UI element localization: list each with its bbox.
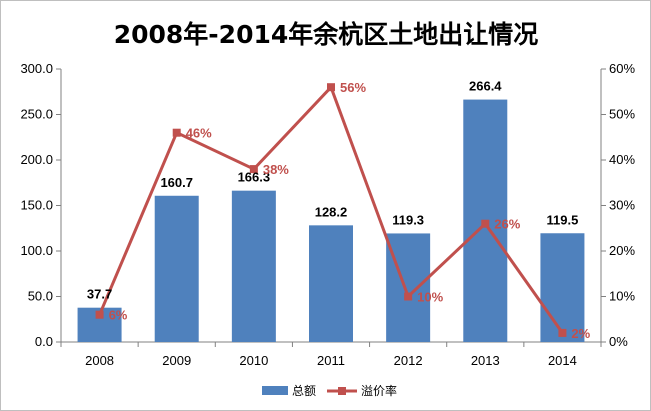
rate-data-label: 56% <box>340 80 366 95</box>
bar-data-label: 37.7 <box>87 287 112 302</box>
rate-data-label: 26% <box>494 217 520 232</box>
rate-data-label: 10% <box>417 290 443 305</box>
rate-marker <box>327 83 335 92</box>
bar <box>540 233 585 342</box>
x-axis-tick-label: 2014 <box>548 353 577 368</box>
left-axis-tick-label: 0.0 <box>35 334 53 349</box>
bar-data-label: 166.3 <box>238 170 271 185</box>
x-axis-tick-label: 2008 <box>85 353 114 368</box>
bar-data-label: 266.4 <box>469 79 502 94</box>
bar-data-label: 119.3 <box>392 212 424 227</box>
x-axis-tick-label: 2013 <box>471 353 500 368</box>
left-axis-tick-label: 50.0 <box>28 289 53 304</box>
x-axis-tick-label: 2010 <box>239 353 268 368</box>
bar <box>154 195 199 342</box>
rate-marker <box>481 219 490 228</box>
rate-marker <box>172 128 181 137</box>
legend: 总额 溢价率 <box>262 383 397 398</box>
bar <box>309 225 353 342</box>
bar <box>231 190 276 342</box>
bar-data-label: 160.7 <box>160 175 193 190</box>
rate-data-label: 2% <box>571 326 590 341</box>
rate-data-label: 6% <box>109 308 128 323</box>
bar-data-label: 128.2 <box>315 204 348 219</box>
legend-swatch-bar <box>262 386 288 395</box>
rate-marker <box>558 328 567 337</box>
right-axis-tick-label: 50% <box>609 107 635 122</box>
bar <box>386 233 431 342</box>
right-axis-tick-label: 30% <box>609 198 635 213</box>
axes: 0.0 50.0 100.0 150.0 200.0 250.0 300.0 0% 10% 20%… <box>20 61 635 368</box>
left-axis-tick-label: 100.0 <box>20 243 53 258</box>
x-axis-tick-label: 2012 <box>394 353 423 368</box>
right-axis-tick-label: 20% <box>609 243 635 258</box>
rate-marker <box>249 165 258 174</box>
rate-marker <box>404 292 413 301</box>
left-axis-tick-label: 300.0 <box>20 61 53 76</box>
x-axis-tick-label: 2009 <box>162 353 191 368</box>
data-labels: 37.7 160.7 166.3 128.2 119.3 266.4 119.5 6% 46% 3… <box>87 79 591 341</box>
right-axis-tick-label: 0% <box>609 334 628 349</box>
legend-label-bar: 总额 <box>292 384 316 398</box>
line-series <box>95 83 567 337</box>
left-axis-tick-label: 200.0 <box>20 152 53 167</box>
right-axis-tick-label: 40% <box>609 152 635 167</box>
right-axis-tick-label: 60% <box>609 61 635 76</box>
bar-series <box>77 99 585 343</box>
left-axis-tick-label: 150.0 <box>20 198 53 213</box>
right-axis-tick-label: 10% <box>609 289 635 304</box>
x-axis-tick-label: 2011 <box>317 353 345 368</box>
rate-data-label: 46% <box>186 126 212 141</box>
bar-data-label: 119.5 <box>547 212 579 227</box>
left-axis-tick-label: 250.0 <box>20 107 53 122</box>
chart-title: 2008年-2014年余杭区土地出让情况 <box>114 20 539 49</box>
rate-marker <box>95 310 104 319</box>
rate-data-label: 38% <box>263 162 289 177</box>
legend-label-line: 溢价率 <box>361 383 397 398</box>
legend-swatch-marker <box>338 387 346 395</box>
